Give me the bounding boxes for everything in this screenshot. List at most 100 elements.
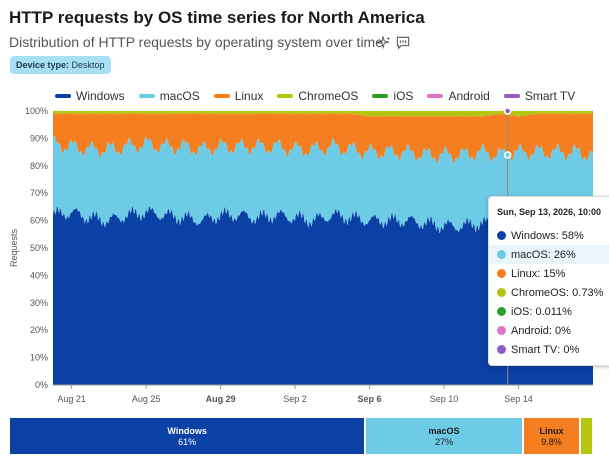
x-tick-label: Aug 25 [132, 394, 161, 404]
y-tick-label: 10% [30, 353, 48, 363]
summary-segment-label: Linux [539, 426, 564, 436]
y-tick-label: 60% [30, 216, 48, 226]
summary-segment-linux[interactable]: Linux 9.8% [523, 418, 580, 454]
tooltip-series-value: 0.73% [572, 286, 604, 299]
hover-point-macos [503, 151, 512, 159]
summary-segment-label: Windows [167, 426, 207, 436]
legend-swatch [55, 94, 71, 98]
y-tick-label: 30% [30, 298, 48, 308]
comment-icon[interactable] [396, 36, 410, 50]
y-tick-label: 90% [30, 133, 48, 143]
legend-item-linux[interactable]: Linux [213, 89, 264, 103]
x-tick-label: Sep 6 [358, 394, 382, 404]
tooltip-date: Sun, Sep 13, 2026, 10:00 [497, 207, 602, 217]
y-tick-label: 70% [30, 188, 48, 198]
summary-segment-macos[interactable]: macOS 27% [366, 418, 522, 454]
device-type-filter-chip[interactable]: Device type: Desktop [10, 56, 111, 74]
x-tick-label: Sep 2 [283, 394, 307, 404]
area-chromeos[interactable] [53, 111, 593, 118]
sparkle-icon[interactable] [377, 36, 391, 50]
y-tick-label: 50% [30, 243, 48, 253]
filter-value: Desktop [71, 60, 105, 70]
tooltip-row-linux: Linux: 15% [489, 264, 609, 283]
legend-label: Smart TV [524, 89, 576, 103]
y-tick-label: 0% [35, 380, 48, 390]
filter-label: Device type: [16, 60, 70, 70]
hover-point-smart-tv [503, 107, 512, 115]
legend-item-ios[interactable]: iOS [372, 89, 413, 103]
y-tick-label: 80% [30, 161, 48, 171]
summary-segment-label: macOS [428, 426, 460, 436]
legend-swatch [427, 94, 444, 98]
share-summary-bar: Windows 61% macOS 27% Linux 9.8% [10, 418, 600, 454]
tooltip-row-ios: iOS: 0.011% [489, 302, 609, 321]
tooltip-series-name: Smart TV [511, 343, 558, 356]
tooltip-series-value: 58% [561, 229, 584, 242]
legend-item-chromeos[interactable]: ChromeOS [277, 89, 358, 103]
tooltip-separator: : [555, 229, 562, 242]
area-linux[interactable] [53, 112, 593, 163]
series-dot [497, 288, 506, 297]
x-tick-label: Aug 29 [206, 394, 236, 404]
legend-label: Android [448, 89, 490, 103]
legend-item-windows[interactable]: Windows [55, 89, 125, 103]
summary-segment-value: 61% [178, 437, 197, 447]
y-tick-label: 100% [25, 106, 48, 116]
tooltip-series-name: Android [511, 324, 549, 337]
legend-item-android[interactable]: Android [427, 89, 490, 103]
series-dot [497, 326, 506, 335]
tooltip-series-name: iOS [511, 305, 530, 318]
tooltip-separator: : [529, 305, 536, 318]
chart-title: HTTP requests by OS time series for Nort… [9, 8, 425, 27]
tooltip-series-name: Linux [511, 267, 538, 280]
legend-swatch [277, 94, 294, 98]
y-axis-title: Requests [9, 228, 19, 267]
tooltip-series-name: ChromeOS [511, 286, 567, 299]
chart-legend: Windows macOS Linux ChromeOS iOS Android Smart… [55, 89, 589, 103]
tooltip-series-value: 0% [563, 343, 580, 356]
area-macos[interactable] [53, 135, 593, 234]
tooltip-series-name: macOS [511, 248, 548, 261]
legend-item-smart-tv[interactable]: Smart TV [503, 89, 576, 103]
tooltip-series-value: 0.011% [535, 305, 572, 318]
legend-item-macos[interactable]: macOS [138, 89, 200, 103]
legend-label: ChromeOS [298, 89, 359, 103]
summary-segment-chromeos[interactable] [581, 418, 592, 454]
legend-label: macOS [159, 89, 200, 103]
legend-label: Linux [234, 89, 264, 103]
tooltip-separator: : [537, 267, 544, 280]
series-dot [497, 345, 506, 354]
tooltip-row-windows: Windows: 58% [489, 226, 609, 245]
tooltip-row-chromeos: ChromeOS: 0.73% [489, 283, 609, 302]
legend-swatch [213, 94, 230, 98]
tooltip-separator: : [557, 343, 564, 356]
tooltip-separator: : [548, 324, 556, 337]
chart-subtitle: Distribution of HTTP requests by operati… [9, 34, 384, 50]
legend-swatch [372, 94, 389, 98]
tooltip-row-smart-tv: Smart TV: 0% [489, 340, 609, 359]
tooltip-separator: : [547, 248, 554, 261]
tooltip-series-value: 15% [543, 267, 566, 280]
summary-segment-value: 27% [435, 437, 454, 447]
legend-swatch [503, 94, 520, 98]
series-dot [497, 250, 506, 259]
x-tick-label: Sep 10 [430, 394, 459, 404]
stacked-area-chart[interactable]: 0% 10% 20% 30% 40% 50% 60% 70% 80% 90% 100% Request… [0, 100, 609, 418]
summary-segment-windows[interactable]: Windows 61% [10, 418, 365, 454]
tooltip-row-macos: macOS: 26% [489, 245, 609, 264]
y-tick-label: 20% [30, 325, 48, 335]
series-dot [497, 269, 506, 278]
area-windows[interactable] [53, 206, 593, 385]
tooltip-separator: : [566, 286, 573, 299]
tooltip-row-android: Android: 0% [489, 321, 609, 340]
tooltip-series-value: 0% [555, 324, 571, 337]
legend-swatch [138, 94, 155, 98]
x-tick-label: Sep 14 [504, 394, 533, 404]
series-dot [497, 307, 506, 316]
legend-label: iOS [393, 89, 414, 103]
tooltip-series-value: 26% [553, 248, 576, 261]
series-dot [497, 231, 506, 240]
y-tick-label: 40% [30, 270, 48, 280]
legend-label: Windows [76, 89, 125, 103]
